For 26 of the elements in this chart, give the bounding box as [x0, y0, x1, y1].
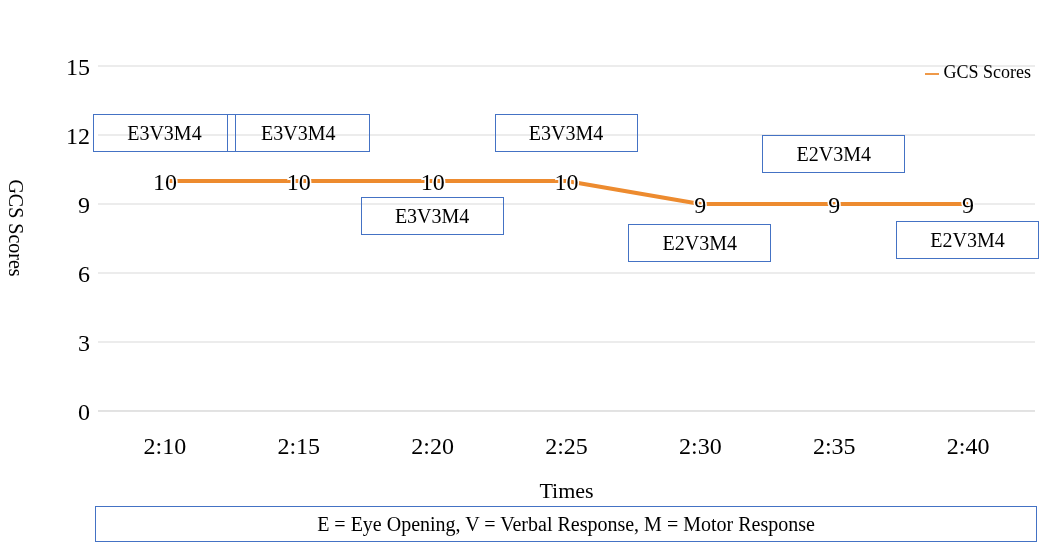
x-tick-label: 2:40	[946, 433, 990, 460]
x-tick-label: 2:35	[812, 433, 856, 460]
x-tick-label: 2:25	[545, 433, 588, 460]
data-label: 10	[152, 168, 177, 195]
x-axis-title: Times	[539, 478, 594, 503]
text-box: E = Eye Opening, V = Verbal Response, M = Motor Response	[95, 506, 1037, 542]
x-tick-label: 2:10	[143, 433, 187, 460]
y-axis-title: GCS Scores	[5, 179, 27, 277]
y-tick-label: 0	[78, 398, 90, 425]
text-box: E2V3M4	[762, 135, 906, 174]
text-box: E3V3M4	[226, 114, 370, 152]
y-tick-label: 9	[78, 191, 90, 218]
y-tick-label: 6	[78, 260, 90, 287]
text-box: E3V3M4	[494, 114, 638, 152]
x-tick-label: 2:15	[277, 433, 321, 460]
text-box: E3V3M4	[360, 197, 504, 235]
x-tick-label: 2:30	[679, 433, 722, 460]
legend-label: GCS Scores	[943, 62, 1031, 82]
x-tick-label: 2:20	[411, 433, 454, 460]
data-label: 9	[962, 191, 975, 218]
y-tick-label: 3	[78, 329, 90, 356]
y-tick-label: 15	[66, 53, 90, 80]
text-box: E2V3M4	[896, 221, 1040, 260]
text-box: E2V3M4	[628, 224, 772, 263]
y-tick-label: 12	[66, 122, 90, 149]
text-box: E3V3M4	[92, 114, 236, 152]
